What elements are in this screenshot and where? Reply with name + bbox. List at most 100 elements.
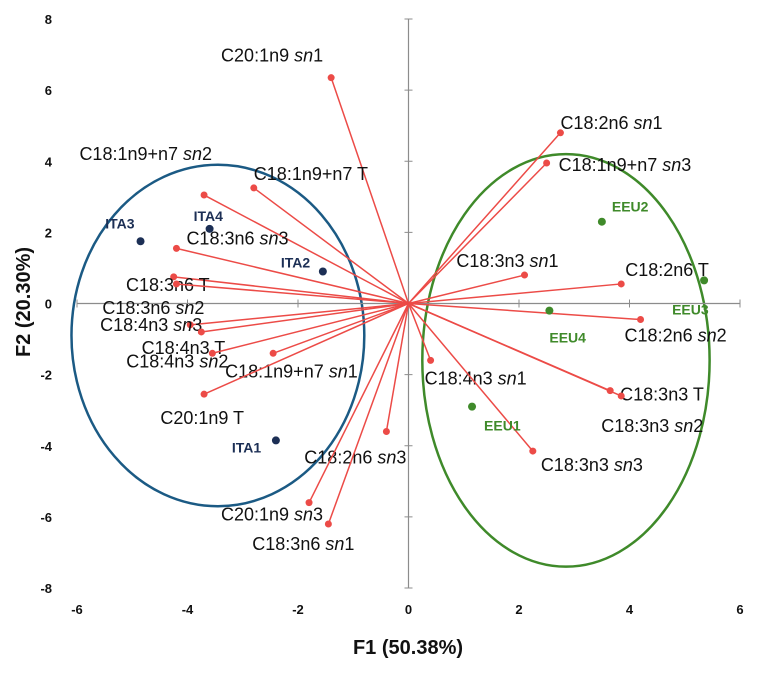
variable-vector-tip bbox=[186, 321, 194, 329]
variable-vector bbox=[385, 303, 410, 432]
variable-label: C18:3n6 sn2 bbox=[102, 298, 204, 318]
variable-vector-tip bbox=[382, 428, 390, 436]
observation-label: ITA1 bbox=[232, 439, 262, 455]
variable-label: C18:3n3 T bbox=[620, 385, 704, 405]
variable-vector bbox=[330, 77, 410, 304]
tick-labels: -6 -4 -2 0 2 4 6 -8 -6 -4 -2 0 2 4 6 8 bbox=[40, 12, 743, 617]
variable-vector-tip bbox=[250, 184, 258, 192]
variable-label: C18:1n9+n7 T bbox=[254, 164, 368, 184]
variable-label: C18:3n6 sn3 bbox=[186, 228, 288, 248]
variable-vector bbox=[407, 162, 548, 305]
variable-label: C18:1n9+n7 sn1 bbox=[225, 361, 358, 381]
variable-label: C18:2n6 sn1 bbox=[560, 113, 662, 133]
variable-vector-tip bbox=[172, 280, 180, 288]
x-tick-label: 6 bbox=[736, 602, 743, 617]
variable-vector bbox=[212, 302, 409, 355]
variable-label: C18:4n3 T bbox=[142, 338, 226, 358]
variable-vector-tip bbox=[208, 349, 216, 357]
variable-label: C18:3n6 T bbox=[126, 275, 210, 295]
variable-vector-tip bbox=[305, 499, 313, 507]
x-tick-label: -6 bbox=[71, 602, 83, 617]
x-tick-label: 0 bbox=[405, 602, 412, 617]
variable-vector bbox=[408, 302, 622, 397]
observation-point-ita1 bbox=[271, 436, 280, 445]
variable-vector-tip bbox=[427, 356, 435, 364]
variable-label: C18:2n6 T bbox=[625, 260, 709, 280]
x-tick-label: -4 bbox=[182, 602, 194, 617]
variable-label: C18:2n6 sn2 bbox=[625, 326, 727, 346]
observation-point-eeu3 bbox=[700, 276, 709, 285]
variable-vector-tip bbox=[617, 392, 625, 400]
y-tick-label: 0 bbox=[45, 297, 52, 312]
observation-label: ITA2 bbox=[281, 254, 311, 270]
variable-label: C18:4n3 sn2 bbox=[126, 351, 228, 371]
variable-vector-tip bbox=[269, 349, 277, 357]
variable-vector bbox=[327, 303, 410, 525]
variable-vector bbox=[176, 247, 409, 305]
variable-vector-tip bbox=[197, 328, 205, 336]
y-tick-label: 4 bbox=[45, 154, 53, 169]
observation-label: EEU2 bbox=[612, 199, 649, 215]
y-tick-label: -4 bbox=[40, 439, 52, 454]
variable-vector bbox=[201, 302, 409, 333]
group-ellipse-ita bbox=[70, 163, 366, 508]
variable-vector bbox=[408, 283, 622, 305]
observation-label: ITA4 bbox=[194, 208, 224, 224]
variable-vector bbox=[407, 303, 432, 361]
variable-vector bbox=[408, 302, 641, 321]
group-ellipse-eeu bbox=[421, 152, 711, 568]
variable-label: C18:3n6 sn1 bbox=[252, 534, 354, 554]
observation-point-eeu2 bbox=[597, 217, 606, 226]
variable-label: C18:2n6 sn3 bbox=[304, 448, 406, 468]
variable-label: C18:4n3 sn1 bbox=[425, 368, 527, 388]
variable-vector-tip bbox=[172, 244, 180, 252]
y-tick-label: -6 bbox=[40, 510, 52, 525]
variable-label: C20:1n9 T bbox=[160, 408, 244, 428]
observation-point-eeu4 bbox=[545, 306, 554, 315]
x-tick-label: 4 bbox=[626, 602, 634, 617]
variable-vector bbox=[190, 302, 409, 326]
variable-label: C18:1n9+n7 sn3 bbox=[559, 155, 692, 175]
variable-vector bbox=[176, 283, 409, 305]
observation-label: EEU3 bbox=[672, 301, 709, 317]
variable-vector-tip bbox=[521, 271, 529, 279]
variable-label: C20:1n9 sn1 bbox=[221, 46, 323, 66]
variable-label: C18:3n3 sn3 bbox=[541, 455, 643, 475]
y-tick-label: 2 bbox=[45, 225, 52, 240]
observation-label: ITA3 bbox=[105, 215, 135, 231]
variable-vector-tip bbox=[617, 280, 625, 288]
x-tick-label: 2 bbox=[515, 602, 522, 617]
variable-vector-tip bbox=[529, 447, 537, 455]
variable-vector bbox=[407, 132, 561, 304]
y-tick-label: -2 bbox=[40, 368, 52, 383]
variable-vector bbox=[272, 302, 409, 354]
observation-point-ita2 bbox=[318, 267, 327, 276]
observation-point-ita4 bbox=[205, 224, 214, 233]
observation-point-eeu1 bbox=[468, 402, 477, 411]
variable-vector bbox=[308, 303, 410, 503]
variable-vector bbox=[203, 194, 409, 305]
observation-point-ita3 bbox=[136, 237, 145, 246]
variable-vector-tip bbox=[556, 129, 564, 137]
observation-label: EEU1 bbox=[484, 418, 521, 434]
y-tick-label: -8 bbox=[40, 581, 52, 596]
variable-vector-tip bbox=[327, 74, 335, 82]
y-tick-label: 6 bbox=[45, 83, 52, 98]
observation-points: ITA3 ITA4 ITA2 ITA1 EEU2 EEU3 EEU4 EEU1 bbox=[105, 199, 709, 456]
variable-vector-tip bbox=[637, 316, 645, 324]
variable-vector bbox=[173, 276, 409, 305]
group-ellipses bbox=[70, 152, 711, 568]
variable-label: C18:4n3 sn3 bbox=[100, 315, 202, 335]
variable-vector bbox=[203, 302, 409, 395]
observation-label: EEU4 bbox=[549, 330, 586, 346]
variable-vector-tip bbox=[200, 390, 208, 398]
variable-vector bbox=[407, 303, 534, 452]
y-axis-title: F2 (20.30%) bbox=[13, 247, 35, 357]
variable-label: C20:1n9 sn3 bbox=[221, 505, 323, 525]
variable-vector-tip bbox=[200, 191, 208, 199]
variable-vectors: C20:1n9 sn1 C18:1n9+n7 sn2 C18:1n9+n7 T C18… bbox=[79, 46, 726, 554]
variable-vector-tip bbox=[543, 159, 551, 167]
x-axis-title: F1 (50.38%) bbox=[353, 637, 463, 659]
variable-vector-tip bbox=[170, 273, 178, 281]
